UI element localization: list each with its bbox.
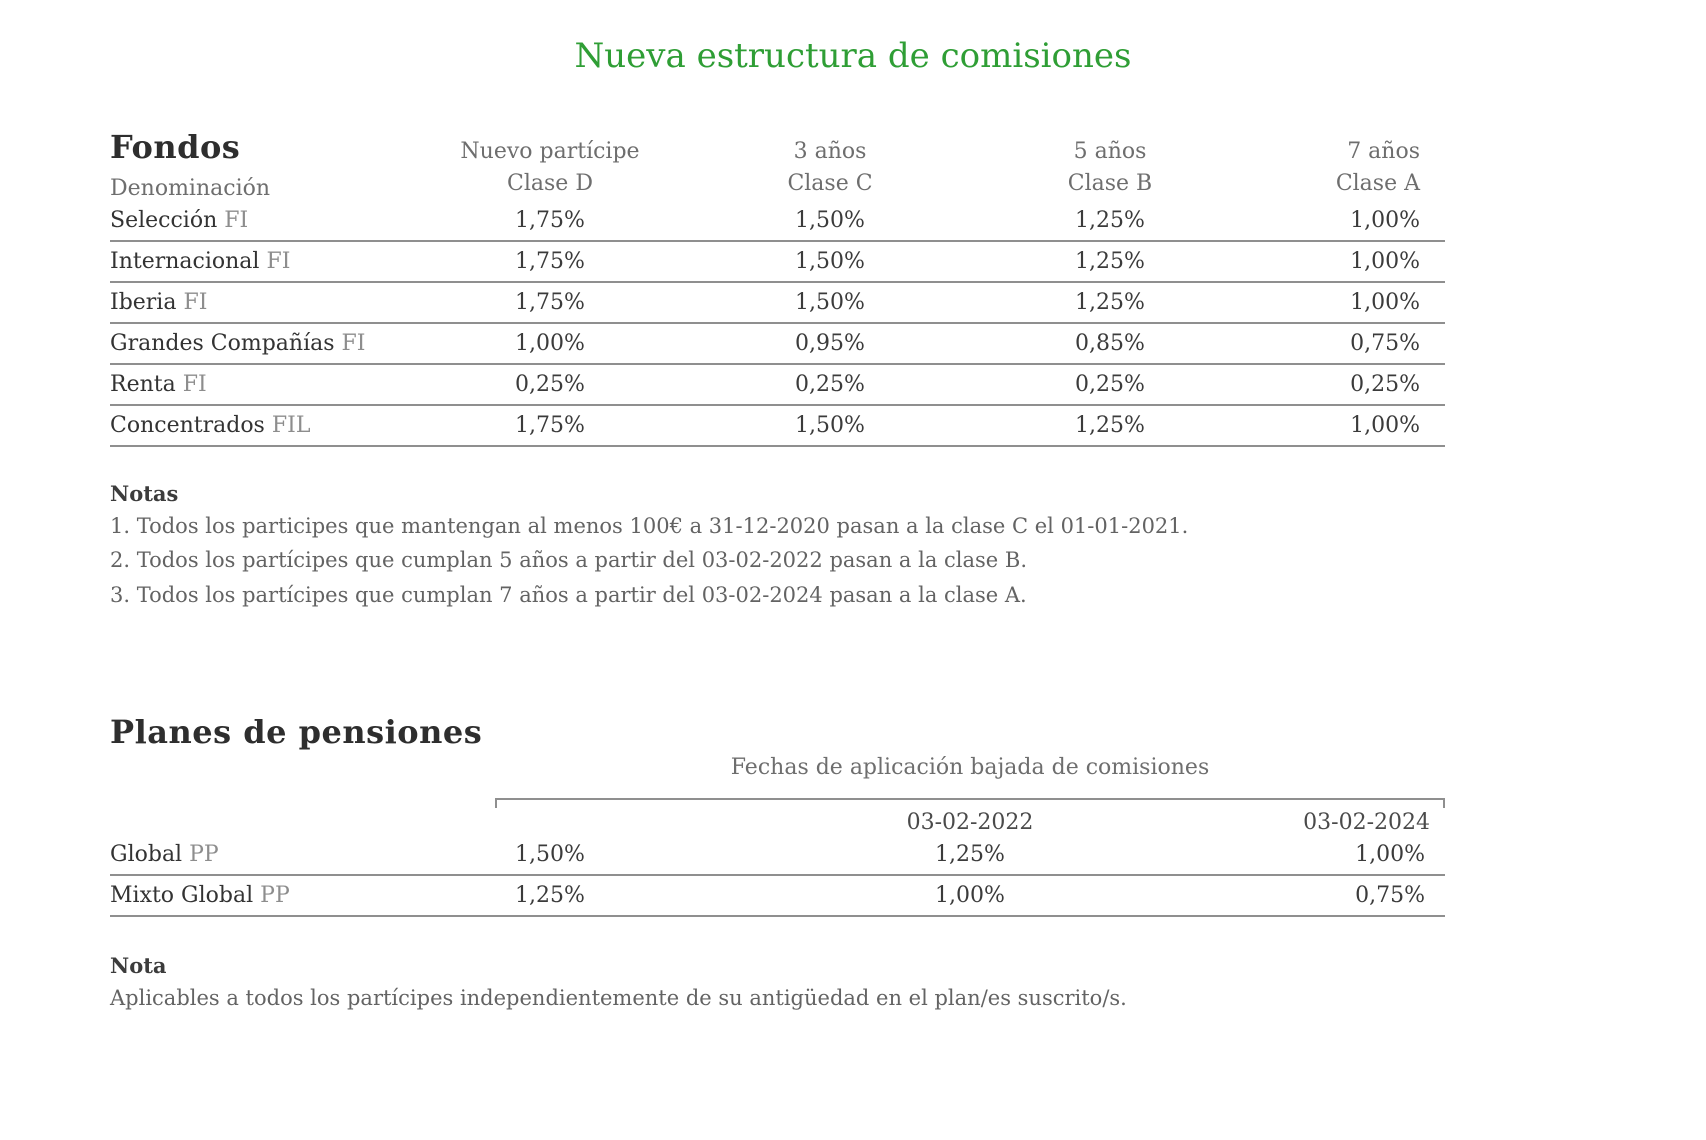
row-value: 1,50%	[795, 249, 865, 274]
fund-type-suffix: FI	[266, 249, 291, 274]
column-header-denominacion: Denominación	[110, 176, 271, 201]
dates-header-row: 03-02-2022 03-02-2024	[110, 810, 1445, 835]
note-line-1: 1. Todos los participes que mantengan al…	[110, 514, 1189, 538]
row-value: 0,25%	[1075, 372, 1145, 397]
row-name: Concentrados FIL	[110, 413, 410, 438]
row-value: 1,25%	[1075, 290, 1145, 315]
date-header-2024: 03-02-2024	[1303, 809, 1430, 835]
bracket-line	[495, 797, 1445, 808]
row-value: 1,50%	[795, 208, 865, 233]
row-value: 0,95%	[795, 331, 865, 356]
column-header-line1: Nuevo partícipe	[460, 139, 640, 165]
table-row-grandes-companias: Grandes Compañías FI 1,00% 0,95% 0,85% 0…	[110, 324, 1445, 365]
column-header-line1: 7 años	[1347, 139, 1420, 165]
fondos-notes: Notas 1. Todos los participes que manten…	[110, 481, 1445, 609]
fund-type-suffix: FI	[183, 290, 208, 315]
row-name: Iberia FI	[110, 290, 410, 315]
row-value: 1,00%	[515, 331, 585, 356]
table-row-seleccion: Selección FI 1,75% 1,50% 1,25% 1,00%	[110, 201, 1445, 242]
row-value: 1,50%	[795, 290, 865, 315]
note-line-3: 3. Todos los partícipes que cumplan 7 añ…	[110, 582, 1027, 607]
section-title-planes: Planes de pensiones	[110, 712, 483, 751]
row-value: 1,00%	[1350, 208, 1420, 233]
table-row-concentrados: Concentrados FIL 1,75% 1,50% 1,25% 1,00%	[110, 406, 1445, 447]
note-title: Nota	[110, 952, 167, 978]
fund-name: Iberia	[110, 290, 177, 315]
row-value: 1,75%	[515, 413, 585, 438]
column-header-clase-b: 5 años Clase B	[970, 136, 1250, 201]
fund-type-suffix: FIL	[271, 413, 311, 438]
table-row-iberia: Iberia FI 1,75% 1,50% 1,25% 1,00%	[110, 283, 1445, 324]
plan-name: Mixto Global	[110, 882, 254, 908]
row-value: 1,25%	[1075, 413, 1145, 438]
note-line: Aplicables a todos los partícipes indepe…	[110, 985, 1127, 1010]
fund-name: Grandes Compañías	[110, 331, 335, 356]
column-header-line2: Clase C	[787, 171, 873, 197]
table-row-internacional: Internacional FI 1,75% 1,50% 1,25% 1,00%	[110, 242, 1445, 283]
row-value: 1,50%	[795, 413, 865, 438]
row-name: Selección FI	[110, 208, 410, 233]
fund-type-suffix: FI	[224, 208, 249, 233]
row-value: 0,75%	[1350, 331, 1420, 356]
row-value: 1,50%	[515, 841, 585, 867]
row-value: 1,75%	[515, 249, 585, 274]
section-title-fondos: Fondos	[110, 128, 241, 166]
row-value: 1,25%	[935, 841, 1005, 867]
row-value: 1,00%	[1355, 841, 1425, 867]
fund-type-suffix: FI	[341, 331, 366, 356]
row-value: 1,25%	[515, 882, 585, 908]
group-header-fechas: Fechas de aplicación bajada de comisione…	[730, 754, 1210, 780]
fund-name: Internacional	[110, 249, 260, 274]
planes-note: Nota Aplicables a todos los partícipes i…	[110, 953, 1445, 1012]
table-row-renta: Renta FI 0,25% 0,25% 0,25% 0,25%	[110, 365, 1445, 406]
row-name: Internacional FI	[110, 249, 410, 274]
row-name: Renta FI	[110, 372, 410, 397]
column-header-line2: Clase D	[507, 171, 593, 197]
row-value: 1,00%	[1350, 290, 1420, 315]
row-value: 1,00%	[935, 882, 1005, 908]
plan-type-suffix: PP	[189, 841, 219, 867]
fund-name: Renta	[110, 372, 176, 397]
row-value: 1,75%	[515, 208, 585, 233]
column-header-line2: Clase B	[1067, 171, 1153, 197]
table-row-mixto-global-pp: Mixto Global PP 1,25% 1,00% 0,75%	[110, 876, 1445, 917]
row-value: 0,75%	[1355, 882, 1425, 908]
row-value: 0,25%	[795, 372, 865, 397]
plan-type-suffix: PP	[260, 882, 290, 908]
column-header-line1: 3 años	[793, 139, 867, 165]
row-value: 1,25%	[1075, 208, 1145, 233]
column-header-clase-a: 7 años Clase A	[1250, 136, 1445, 201]
fund-type-suffix: FI	[182, 372, 207, 397]
row-value: 0,85%	[1075, 331, 1145, 356]
fund-name: Selección	[110, 208, 218, 233]
plan-name: Global	[110, 841, 183, 867]
row-name: Global PP	[110, 842, 410, 867]
column-header-clase-d: Nuevo partícipe Clase D	[410, 136, 690, 201]
row-value: 1,75%	[515, 290, 585, 315]
note-line-2: 2. Todos los partícipes que cumplan 5 añ…	[110, 548, 1027, 573]
column-header-line1: 5 años	[1073, 139, 1147, 165]
fondos-header-row: Fondos Denominación Nuevo partícipe Clas…	[110, 128, 1445, 201]
page-title: Nueva estructura de comisiones	[574, 36, 1132, 76]
notes-title: Notas	[110, 481, 179, 506]
column-header-clase-c: 3 años Clase C	[690, 136, 970, 201]
table-row-global-pp: Global PP 1,50% 1,25% 1,00%	[110, 835, 1445, 876]
document-content: Fondos Denominación Nuevo partícipe Clas…	[110, 128, 1445, 1012]
row-value: 1,25%	[1075, 249, 1145, 274]
date-header-2022: 03-02-2022	[906, 809, 1034, 835]
empty-cell	[110, 810, 410, 835]
column-header-line2: Clase A	[1335, 171, 1420, 197]
row-value: 1,00%	[1350, 249, 1420, 274]
row-value: 1,00%	[1350, 413, 1420, 438]
empty-cell	[410, 810, 690, 835]
row-name: Mixto Global PP	[110, 883, 410, 908]
row-value: 0,25%	[1350, 372, 1420, 397]
row-name: Grandes Compañías FI	[110, 331, 410, 356]
row-value: 0,25%	[515, 372, 585, 397]
fund-name: Concentrados	[110, 413, 265, 438]
